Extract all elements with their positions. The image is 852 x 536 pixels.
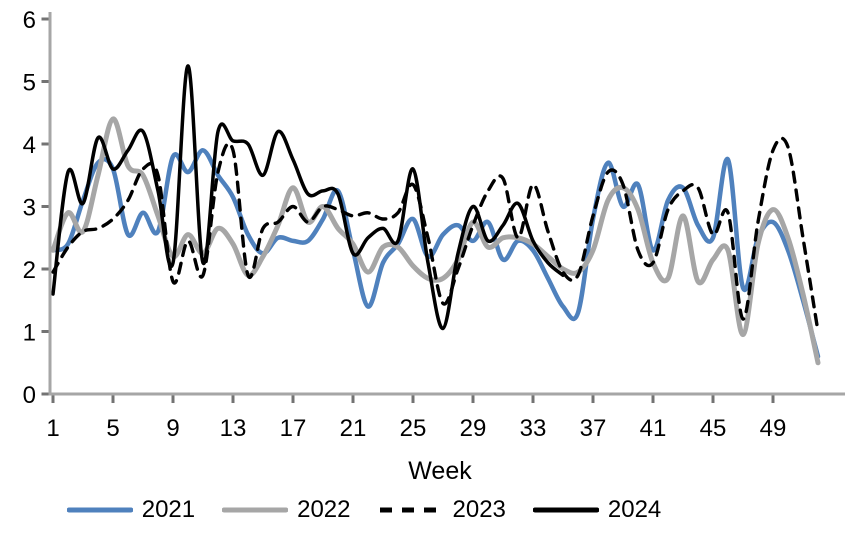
x-tick-label: 33 <box>520 415 547 442</box>
legend-sample-solid-icon <box>532 507 599 513</box>
legend-label: 2022 <box>297 496 351 523</box>
x-tick-label: 41 <box>640 415 667 442</box>
x-axis-ticks: 1 5 9 13 17 21 25 29 33 37 41 45 49 <box>46 394 786 442</box>
y-tick-label: 3 <box>23 195 36 222</box>
legend-sample-solid-icon <box>66 507 133 513</box>
x-tick-label: 1 <box>46 415 59 442</box>
y-tick-label: 6 <box>23 7 36 34</box>
x-tick-label: 29 <box>460 415 487 442</box>
series-2022-line <box>50 116 821 366</box>
x-tick-label: 37 <box>580 415 607 442</box>
y-tick-label: 0 <box>23 382 36 409</box>
y-tick-label: 1 <box>23 320 36 347</box>
x-tick-label: 9 <box>166 415 179 442</box>
legend-label: 2023 <box>452 496 506 523</box>
legend-label: 2024 <box>607 496 662 523</box>
series-lines <box>50 64 821 366</box>
series-2024-line <box>51 64 565 331</box>
x-tick-label: 21 <box>340 415 367 442</box>
legend-item-2024: 2024 <box>532 496 662 523</box>
y-tick-label: 5 <box>23 70 36 97</box>
y-axis-ticks: 0 1 2 3 4 5 6 <box>23 7 50 409</box>
x-tick-label: 5 <box>106 415 119 442</box>
x-tick-label: 25 <box>400 415 427 442</box>
legend-sample-solid-icon <box>222 507 289 513</box>
legend-label: 2021 <box>141 496 196 523</box>
chart-legend: 2021 2022 2023 2024 <box>0 490 790 530</box>
y-tick-label: 2 <box>23 257 36 284</box>
legend-item-2021: 2021 <box>66 496 196 523</box>
y-tick-label: 4 <box>23 132 36 159</box>
x-tick-label: 13 <box>220 415 247 442</box>
x-axis-title: Week <box>408 457 472 485</box>
series-2023-line <box>51 136 820 334</box>
legend-item-2023: 2023 <box>378 498 506 522</box>
x-tick-label: 45 <box>700 415 727 442</box>
x-tick-label: 17 <box>280 415 307 442</box>
legend-item-2022: 2022 <box>222 496 351 523</box>
legend-sample-dashed-icon <box>379 507 442 513</box>
x-tick-label: 49 <box>760 415 787 442</box>
